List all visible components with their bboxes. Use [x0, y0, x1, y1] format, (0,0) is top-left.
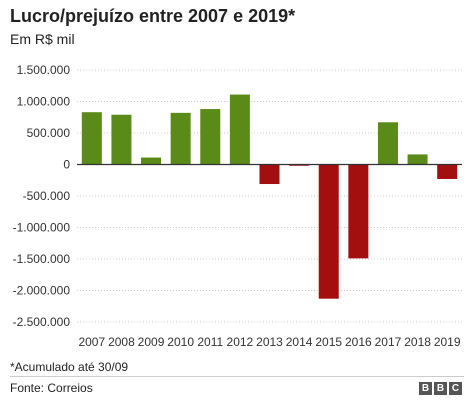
y-tick-label: 0 [63, 158, 70, 172]
bar-2013 [259, 164, 280, 185]
x-tick-label: 2014 [286, 335, 313, 349]
y-tick-label: -2.000.000 [13, 284, 71, 298]
y-tick-label: 1.000.000 [17, 95, 71, 109]
bar-2014 [289, 164, 310, 166]
bar-2019 [437, 164, 458, 179]
y-tick-label: -1.000.000 [13, 221, 71, 235]
logo-letter: B [434, 382, 447, 395]
x-tick-label: 2015 [315, 335, 342, 349]
x-tick-label: 2012 [227, 335, 254, 349]
x-tick-label: 2007 [78, 335, 105, 349]
bar-2011 [200, 109, 221, 165]
bar-2009 [141, 157, 162, 165]
y-tick-label: 1.500.000 [17, 63, 71, 77]
bar-2018 [407, 154, 428, 165]
chart-title: Lucro/prejuízo entre 2007 e 2019* [10, 6, 296, 26]
logo-letter: C [449, 382, 462, 395]
y-tick-label: -1.500.000 [13, 252, 71, 266]
bar-2008 [111, 114, 132, 165]
bar-2007 [81, 112, 102, 165]
bar-2016 [348, 164, 369, 259]
bbc-logo: B B C [419, 382, 462, 395]
x-tick-label: 2013 [256, 335, 283, 349]
x-tick-label: 2017 [375, 335, 402, 349]
bar-2010 [170, 112, 191, 165]
x-tick-label: 2008 [108, 335, 135, 349]
source-note: Fonte: Correios [10, 381, 93, 395]
footnote: *Acumulado até 30/09 [10, 360, 129, 374]
x-tick-label: 2016 [345, 335, 372, 349]
bar-2012 [229, 94, 250, 165]
x-tick-label: 2019 [434, 335, 461, 349]
chart-subtitle: Em R$ mil [10, 31, 75, 47]
divider [10, 376, 464, 377]
y-tick-label: -2.500.000 [13, 315, 71, 329]
x-tick-label: 2018 [404, 335, 431, 349]
y-tick-label: -500.000 [23, 189, 71, 203]
y-tick-label: 500.000 [27, 126, 71, 140]
x-tick-label: 2011 [197, 335, 223, 349]
bar-2015 [318, 164, 339, 299]
x-tick-label: 2010 [167, 335, 194, 349]
logo-letter: B [419, 382, 432, 395]
bar-2017 [377, 122, 398, 165]
bar-chart: 1.500.000 1.000.000 500.000 0 -500.000 -1.000… [13, 63, 462, 349]
x-tick-label: 2009 [138, 335, 165, 349]
